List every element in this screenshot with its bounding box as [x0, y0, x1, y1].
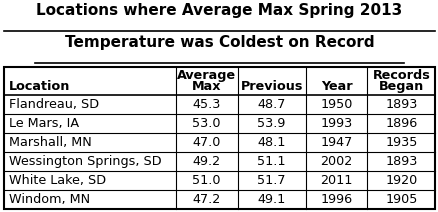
- Text: Location: Location: [9, 80, 70, 93]
- Text: Records: Records: [372, 69, 429, 82]
- Text: 48.1: 48.1: [257, 136, 285, 149]
- Text: 1920: 1920: [385, 174, 417, 187]
- Text: Year: Year: [320, 80, 352, 93]
- Text: 1993: 1993: [320, 117, 352, 130]
- Text: 1893: 1893: [385, 155, 417, 168]
- Text: Previous: Previous: [240, 80, 302, 93]
- Text: 53.9: 53.9: [257, 117, 285, 130]
- Text: 2011: 2011: [320, 174, 352, 187]
- Text: Wessington Springs, SD: Wessington Springs, SD: [9, 155, 161, 168]
- Text: 53.0: 53.0: [192, 117, 220, 130]
- Text: 1947: 1947: [320, 136, 352, 149]
- Text: Max: Max: [191, 80, 221, 93]
- Text: 2002: 2002: [320, 155, 352, 168]
- Text: 1893: 1893: [385, 98, 417, 111]
- Text: Flandreau, SD: Flandreau, SD: [9, 98, 99, 111]
- Text: 45.3: 45.3: [192, 98, 220, 111]
- Text: Windom, MN: Windom, MN: [9, 193, 90, 206]
- Text: 47.2: 47.2: [192, 193, 220, 206]
- Text: Marshall, MN: Marshall, MN: [9, 136, 91, 149]
- Text: 47.0: 47.0: [192, 136, 220, 149]
- Text: 1935: 1935: [385, 136, 417, 149]
- Text: 49.2: 49.2: [192, 155, 220, 168]
- Text: Temperature was Coldest on Record: Temperature was Coldest on Record: [64, 35, 374, 50]
- Text: White Lake, SD: White Lake, SD: [9, 174, 106, 187]
- Text: 1896: 1896: [385, 117, 417, 130]
- Text: Le Mars, IA: Le Mars, IA: [9, 117, 79, 130]
- Text: 48.7: 48.7: [257, 98, 285, 111]
- Text: Average: Average: [177, 69, 236, 82]
- Text: 51.0: 51.0: [192, 174, 220, 187]
- Text: Locations where Average Max Spring 2013: Locations where Average Max Spring 2013: [36, 3, 402, 18]
- Text: 51.7: 51.7: [257, 174, 285, 187]
- Text: Began: Began: [378, 80, 423, 93]
- Text: 1905: 1905: [385, 193, 417, 206]
- Text: 1950: 1950: [320, 98, 352, 111]
- Bar: [4, 67, 434, 209]
- Text: 49.1: 49.1: [257, 193, 285, 206]
- Text: 1996: 1996: [320, 193, 352, 206]
- Text: 51.1: 51.1: [257, 155, 285, 168]
